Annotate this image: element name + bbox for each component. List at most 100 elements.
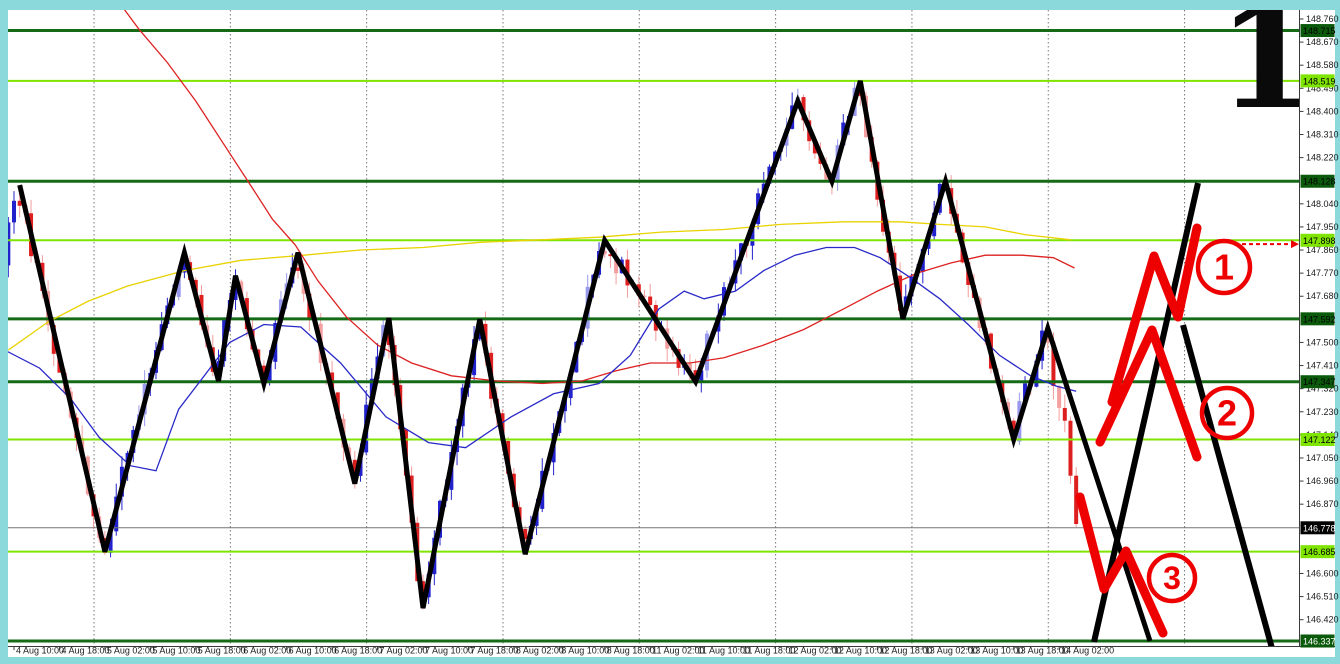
candle-body [1062,407,1067,421]
candle-body [642,295,647,297]
time-tick-label: 6 Aug 02:00 [243,646,291,656]
candle-body [1051,342,1056,387]
candle-body [8,222,11,266]
candle-body [648,296,653,305]
time-tick-label: 8 Aug 02:00 [516,646,564,656]
time-tick-label: 4 Aug 10:00 [16,646,64,656]
level-price-label-text: 148.715 [1303,26,1336,36]
candle-body [1068,420,1073,476]
circle-number-1: 1 [1214,247,1234,288]
time-tick-label: 12 Aug 02:00 [788,646,841,656]
time-tick-label: 4 Aug 18:00 [61,646,109,656]
time-tick-label: 7 Aug 10:00 [425,646,473,656]
candle-body [261,365,266,381]
time-tick-label: 5 Aug 02:00 [107,646,155,656]
price-tick-label: 146.510 [1306,592,1339,602]
time-tick-label: 7 Aug 02:00 [380,646,428,656]
level-price-label [1300,634,1335,648]
level-price-label-text: 147.592 [1303,314,1336,324]
time-tick-label: 7 Aug 18:00 [470,646,518,656]
price-tick-label: 147.050 [1306,453,1339,463]
level-price-label [1300,545,1335,559]
price-tick-label: 147.230 [1306,407,1339,417]
candle-body [12,200,16,223]
circle-marker-1[interactable] [1195,238,1253,296]
circle-marker-2[interactable] [1199,385,1255,441]
candle-body [296,267,300,271]
current-price-label [1300,521,1335,535]
time-tick-label: 5 Aug 18:00 [198,646,246,656]
level-price-label-text: 146.778 [1303,523,1336,533]
level-price-label-text: 147.898 [1303,236,1336,246]
candle-body [352,459,357,476]
price-tick-label: 147.410 [1306,361,1339,371]
annotation-wave-1[interactable] [1107,223,1202,407]
candle-body [608,254,613,257]
time-tick-label: 6 Aug 18:00 [334,646,382,656]
price-tick-label: 147.500 [1306,337,1339,347]
flat-yellow-ma[interactable] [8,221,1071,351]
level-price-label-text: 146.685 [1303,547,1336,557]
fast-blue-ma[interactable] [0,246,1077,472]
big-marker-number: 1 [1218,0,1317,141]
circle-marker-3[interactable] [1146,552,1198,604]
level-price-label [1300,312,1335,326]
time-tick-label: 12 Aug 10:00 [834,646,887,656]
level-price-label [1300,375,1335,389]
level-price-label-text: 148.519 [1303,76,1336,86]
time-tick-label: 5 Aug 10:00 [152,646,200,656]
price-tick-label: 147.950 [1306,222,1339,232]
price-tick-label: 147.770 [1306,268,1339,278]
level-price-label-text: 146.337 [1303,636,1336,646]
plot-area[interactable]: 1 2 3 1 [0,0,1316,652]
time-tick-label: 11 Aug 18:00 [743,646,795,656]
price-tick-label: 146.600 [1306,568,1339,578]
price-tick-label: 148.400 [1306,106,1339,116]
price-tick-label: 148.220 [1306,153,1339,163]
time-tick-label: 11 Aug 02:00 [652,646,704,656]
candle-body [182,262,187,273]
level-lines [8,29,1299,643]
level-price-label [1300,432,1335,446]
candle-body [614,256,619,274]
candle-body [699,370,704,382]
candle-body [523,528,528,540]
price-tick-label: 146.870 [1306,499,1339,509]
price-tick-label: 147.680 [1306,291,1339,301]
red-annotations: 1 2 3 [1075,223,1255,638]
candle-body [602,251,607,255]
candle-body [687,363,692,371]
slow-red-ma[interactable] [116,0,1075,385]
time-tick-label: 6 Aug 10:00 [289,646,337,656]
arrow-head-icon [1291,240,1299,249]
annotation-wave-3[interactable] [1075,492,1168,638]
level-price-label-text: 148.128 [1303,177,1336,187]
price-tick-label: 147.860 [1306,245,1339,255]
price-tick-label: 148.310 [1306,130,1339,140]
candle-body [108,531,113,553]
candle-body [176,272,181,297]
time-tick-label: 13 Aug 18:00 [1016,646,1069,656]
time-tick-label: 12 Aug 18:00 [879,646,932,656]
candle-body [750,224,755,246]
bear-projection-line[interactable] [1180,324,1275,652]
annotation-wave-2[interactable] [1095,325,1202,462]
level-price-label-text: 147.347 [1303,377,1336,387]
price-tick-label: 148.670 [1306,37,1339,47]
level-price-label [1300,74,1335,88]
circle-number-3: 3 [1163,560,1181,596]
price-tick-label: 148.580 [1306,60,1339,70]
time-tick-label: 13 Aug 02:00 [925,646,978,656]
price-axis-labels: 148.760 148.670 148.580 148.490 148.400 148.3… [1299,14,1339,648]
time-tick-label: 8 Aug 10:00 [561,646,609,656]
bull-projection-line[interactable] [1091,182,1201,643]
time-tick-label: 13 Aug 10:00 [970,646,1023,656]
time-tick-label: 11 Aug 10:00 [698,646,750,656]
zigzag-trend-overlay[interactable] [17,80,1153,642]
circle-number-2: 2 [1217,393,1237,434]
candle-body [17,200,22,206]
level-price-label [1300,233,1335,247]
time-tick-label: 8 Aug 18:00 [607,646,655,656]
